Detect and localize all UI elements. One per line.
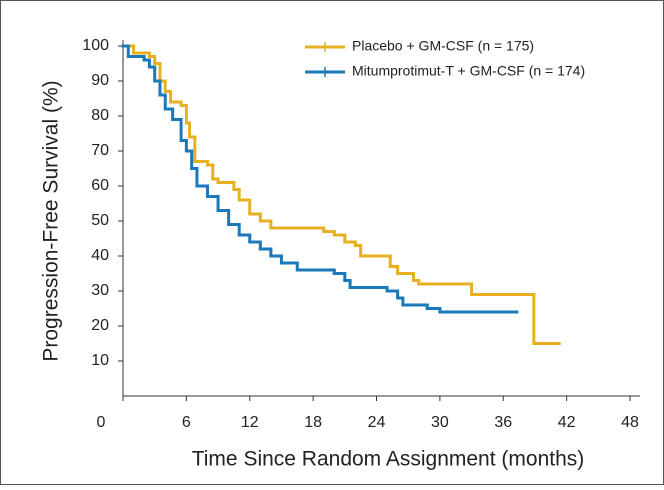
x-tick-label: 42 [558, 414, 576, 431]
x-tick-label: 12 [241, 414, 259, 431]
x-axis-label: Time Since Random Assignment (months) [192, 448, 585, 471]
x-tick-label: 6 [182, 414, 191, 431]
y-tick-label: 20 [91, 317, 109, 334]
y-tick-label: 30 [91, 282, 109, 299]
x-tick-label: 18 [304, 414, 322, 431]
y-tick-label: 50 [91, 212, 109, 229]
y-tick-label: 10 [91, 352, 109, 369]
x-tick-label: 24 [368, 414, 386, 431]
x-tick-label: 30 [431, 414, 449, 431]
legend-label: Mitumprotimut-T + GM-CSF (n = 174) [352, 63, 585, 79]
x-tick-label: 48 [621, 414, 639, 431]
y-axis-label: Progression-Free Survival (%) [40, 80, 63, 361]
y-tick-label: 40 [91, 247, 109, 264]
x-tick-label: 0 [97, 414, 106, 431]
legend-label: Placebo + GM-CSF (n = 175) [352, 38, 534, 54]
y-tick-label: 80 [91, 107, 109, 124]
y-tick-label: 90 [91, 72, 109, 89]
y-tick-label: 60 [91, 177, 109, 194]
y-tick-label: 100 [82, 37, 109, 54]
y-tick-label: 70 [91, 142, 109, 159]
x-tick-label: 36 [494, 414, 512, 431]
